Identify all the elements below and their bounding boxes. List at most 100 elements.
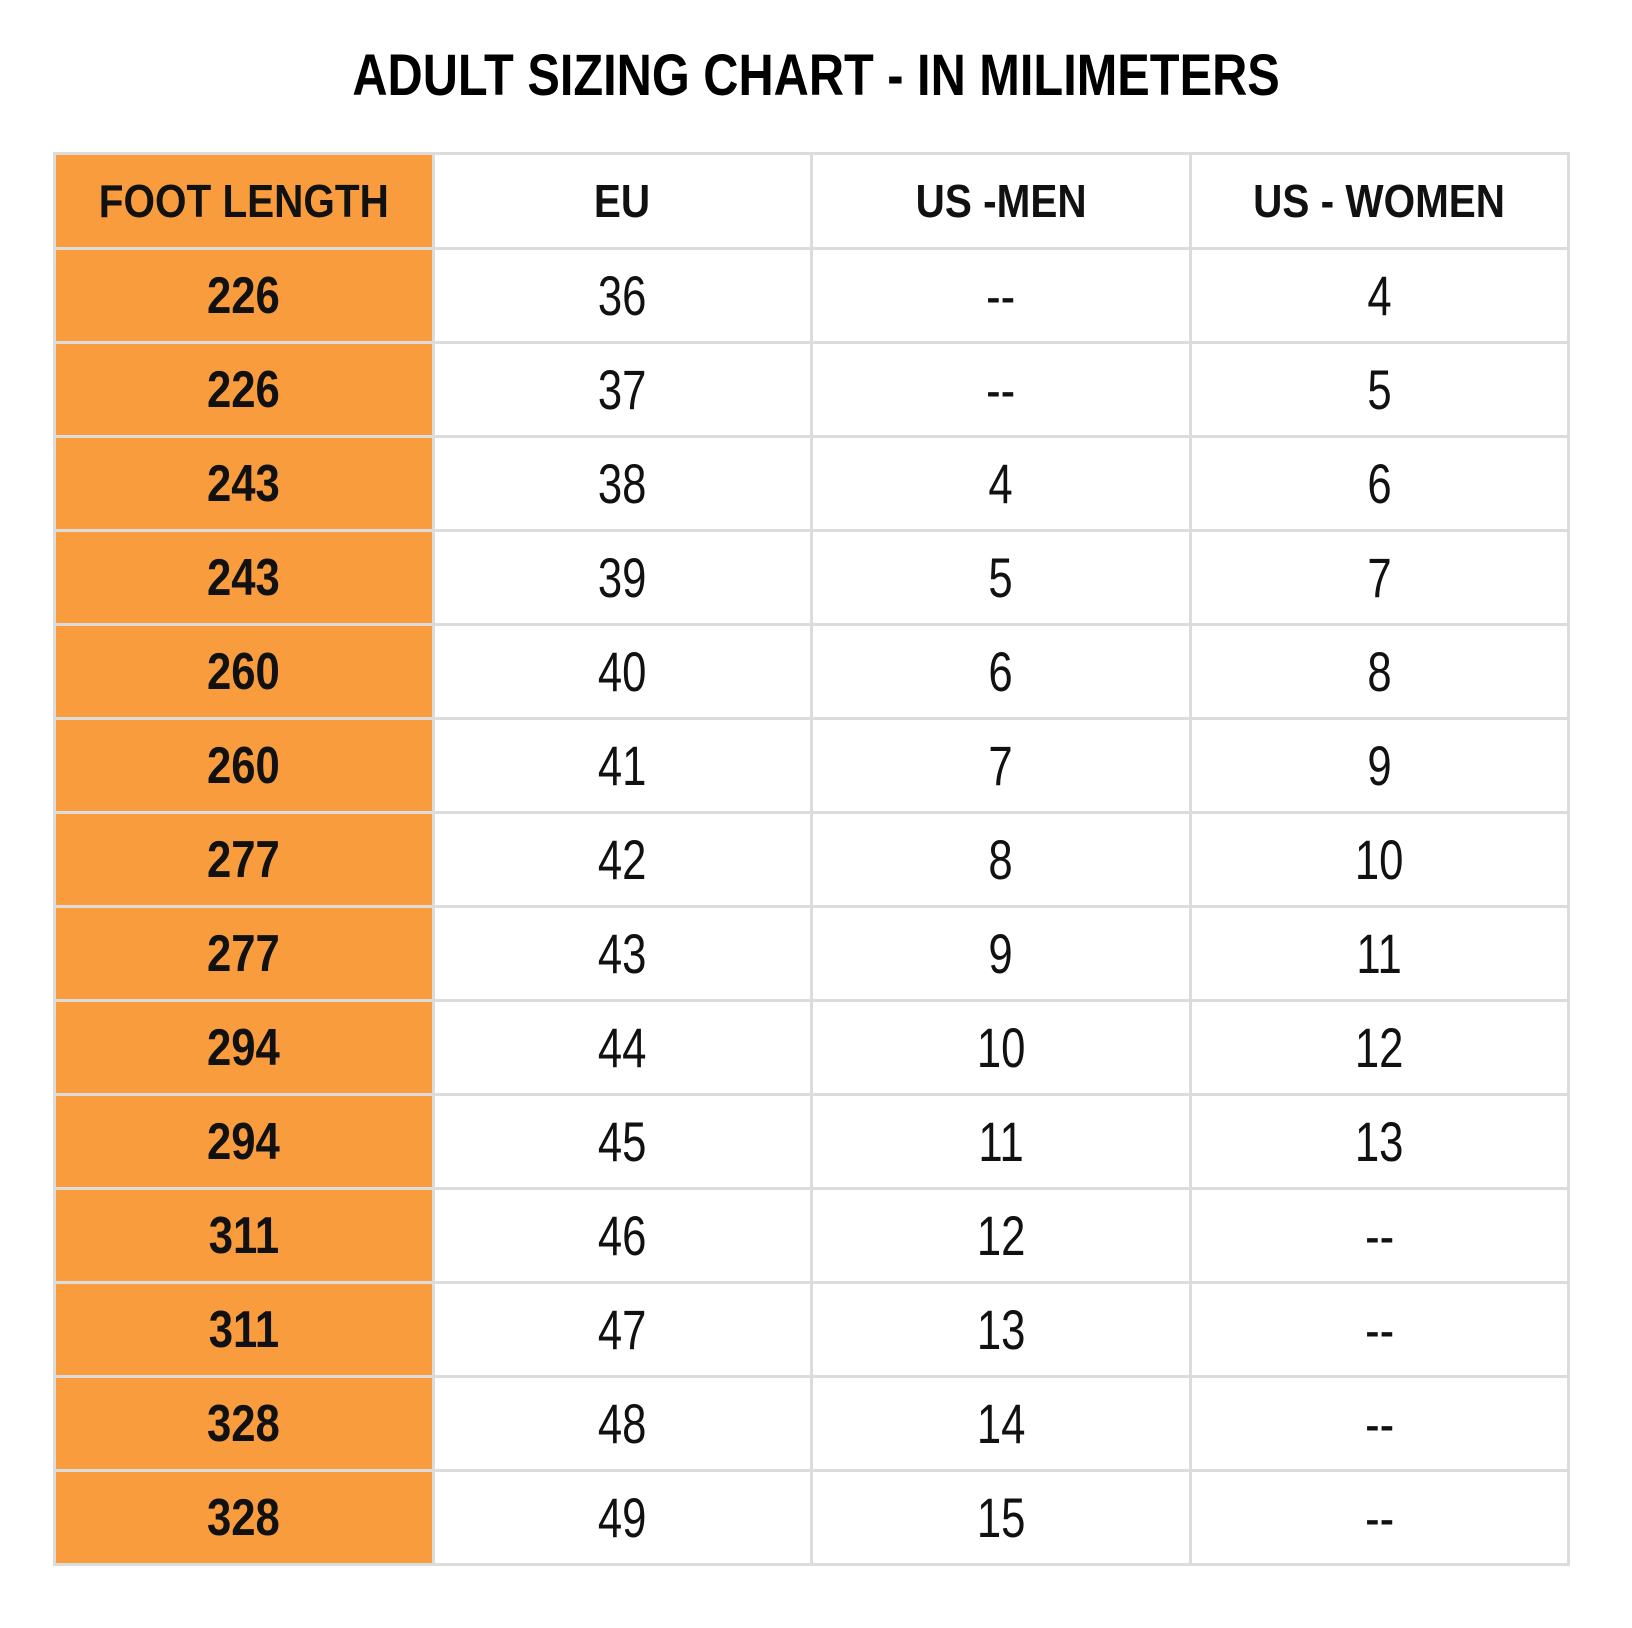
table-cell-r1-c1: 226: [53, 247, 435, 344]
cell-value: 6: [988, 640, 1013, 703]
cell-value: 49: [597, 1486, 647, 1549]
table-cell-r11-c3: 12: [810, 1187, 1192, 1284]
table-cell-r9-c1: 294: [53, 999, 435, 1096]
cell-value: --: [986, 264, 1016, 327]
table-row: 277 43 9 11: [53, 905, 1570, 1002]
cell-value: 294: [207, 1018, 281, 1077]
table-cell-r8-c4: 11: [1188, 905, 1570, 1002]
table-cell-r6-c2: 41: [431, 717, 813, 814]
table-cell-r9-c2: 44: [431, 999, 813, 1096]
table-cell-r13-c2: 48: [431, 1375, 813, 1472]
cell-value: 226: [207, 266, 281, 325]
table-cell-r9-c4: 12: [1188, 999, 1570, 1096]
table-cell-r14-c4: --: [1188, 1469, 1570, 1566]
table-cell-r2-c3: --: [810, 341, 1192, 438]
cell-value: 12: [1354, 1016, 1404, 1079]
table-row: 294 44 10 12: [53, 999, 1570, 1096]
cell-value: 243: [207, 548, 281, 607]
column-header-label: US -MEN: [915, 175, 1087, 227]
table-cell-r3-c1: 243: [53, 435, 435, 532]
cell-value: 9: [1367, 734, 1392, 797]
table-cell-r7-c2: 42: [431, 811, 813, 908]
page-title: ADULT SIZING CHART - IN MILIMETERS: [0, 42, 1632, 109]
table-cell-r7-c4: 10: [1188, 811, 1570, 908]
table-row: 294 45 11 13: [53, 1093, 1570, 1190]
cell-value: 42: [597, 828, 647, 891]
cell-value: 48: [597, 1392, 647, 1455]
cell-value: 37: [597, 358, 647, 421]
cell-value: --: [986, 358, 1016, 421]
table-cell-r1-c4: 4: [1188, 247, 1570, 344]
cell-value: --: [1364, 1392, 1394, 1455]
table-cell-r5-c3: 6: [810, 623, 1192, 720]
table-cell-r8-c2: 43: [431, 905, 813, 1002]
table-cell-r12-c4: --: [1188, 1281, 1570, 1378]
cell-value: 10: [1354, 828, 1404, 891]
table-row: 328 49 15 --: [53, 1469, 1570, 1566]
table-cell-r12-c3: 13: [810, 1281, 1192, 1378]
table-header: FOOT LENGTH EU US -MEN US - WOMEN: [53, 152, 1570, 250]
cell-value: 5: [1367, 358, 1392, 421]
table-cell-r5-c2: 40: [431, 623, 813, 720]
cell-value: 10: [976, 1016, 1026, 1079]
cell-value: 41: [597, 734, 647, 797]
table-cell-r3-c3: 4: [810, 435, 1192, 532]
table-cell-r1-c3: --: [810, 247, 1192, 344]
table-cell-r7-c1: 277: [53, 811, 435, 908]
column-header-label: EU: [594, 175, 651, 227]
cell-value: --: [1364, 1204, 1394, 1267]
table-cell-r13-c4: --: [1188, 1375, 1570, 1472]
cell-value: 260: [207, 736, 281, 795]
column-header-label: US - WOMEN: [1253, 175, 1506, 227]
table-cell-r14-c2: 49: [431, 1469, 813, 1566]
cell-value: 11: [1356, 922, 1402, 985]
table-cell-r12-c1: 311: [53, 1281, 435, 1378]
cell-value: 9: [988, 922, 1013, 985]
table-cell-r6-c4: 9: [1188, 717, 1570, 814]
table-cell-r12-c2: 47: [431, 1281, 813, 1378]
table-row: 328 48 14 --: [53, 1375, 1570, 1472]
table-row: 243 38 4 6: [53, 435, 1570, 532]
page-title-text: ADULT SIZING CHART - IN MILIMETERS: [352, 43, 1280, 108]
table-row: 226 36 -- 4: [53, 247, 1570, 344]
table-row: 311 47 13 --: [53, 1281, 1570, 1378]
table-cell-r3-c2: 38: [431, 435, 813, 532]
column-header-label: FOOT LENGTH: [98, 175, 389, 227]
table-cell-r4-c2: 39: [431, 529, 813, 626]
table-cell-r4-c4: 7: [1188, 529, 1570, 626]
table-row: 277 42 8 10: [53, 811, 1570, 908]
table-cell-r10-c2: 45: [431, 1093, 813, 1190]
cell-value: 36: [597, 264, 647, 327]
cell-value: 277: [207, 830, 281, 889]
cell-value: 47: [597, 1298, 647, 1361]
cell-value: --: [1364, 1298, 1394, 1361]
cell-value: 6: [1367, 452, 1392, 515]
cell-value: --: [1364, 1486, 1394, 1549]
cell-value: 7: [1367, 546, 1392, 609]
table-cell-r4-c3: 5: [810, 529, 1192, 626]
cell-value: 8: [988, 828, 1013, 891]
table-cell-r2-c2: 37: [431, 341, 813, 438]
column-header-us-men: US -MEN: [810, 152, 1192, 250]
table-cell-r9-c3: 10: [810, 999, 1192, 1096]
table-row: 243 39 5 7: [53, 529, 1570, 626]
cell-value: 12: [976, 1204, 1026, 1267]
column-header-us-women: US - WOMEN: [1188, 152, 1570, 250]
table-cell-r8-c1: 277: [53, 905, 435, 1002]
table-row: 226 37 -- 5: [53, 341, 1570, 438]
cell-value: 277: [207, 924, 281, 983]
cell-value: 13: [1354, 1110, 1404, 1173]
cell-value: 14: [976, 1392, 1026, 1455]
cell-value: 40: [597, 640, 647, 703]
table-cell-r8-c3: 9: [810, 905, 1192, 1002]
table-row: 311 46 12 --: [53, 1187, 1570, 1284]
table-row: 260 40 6 8: [53, 623, 1570, 720]
cell-value: 4: [988, 452, 1013, 515]
table-cell-r11-c4: --: [1188, 1187, 1570, 1284]
cell-value: 39: [597, 546, 647, 609]
table-cell-r13-c3: 14: [810, 1375, 1192, 1472]
table-cell-r2-c1: 226: [53, 341, 435, 438]
table-cell-r14-c3: 15: [810, 1469, 1192, 1566]
cell-value: 328: [207, 1394, 281, 1453]
